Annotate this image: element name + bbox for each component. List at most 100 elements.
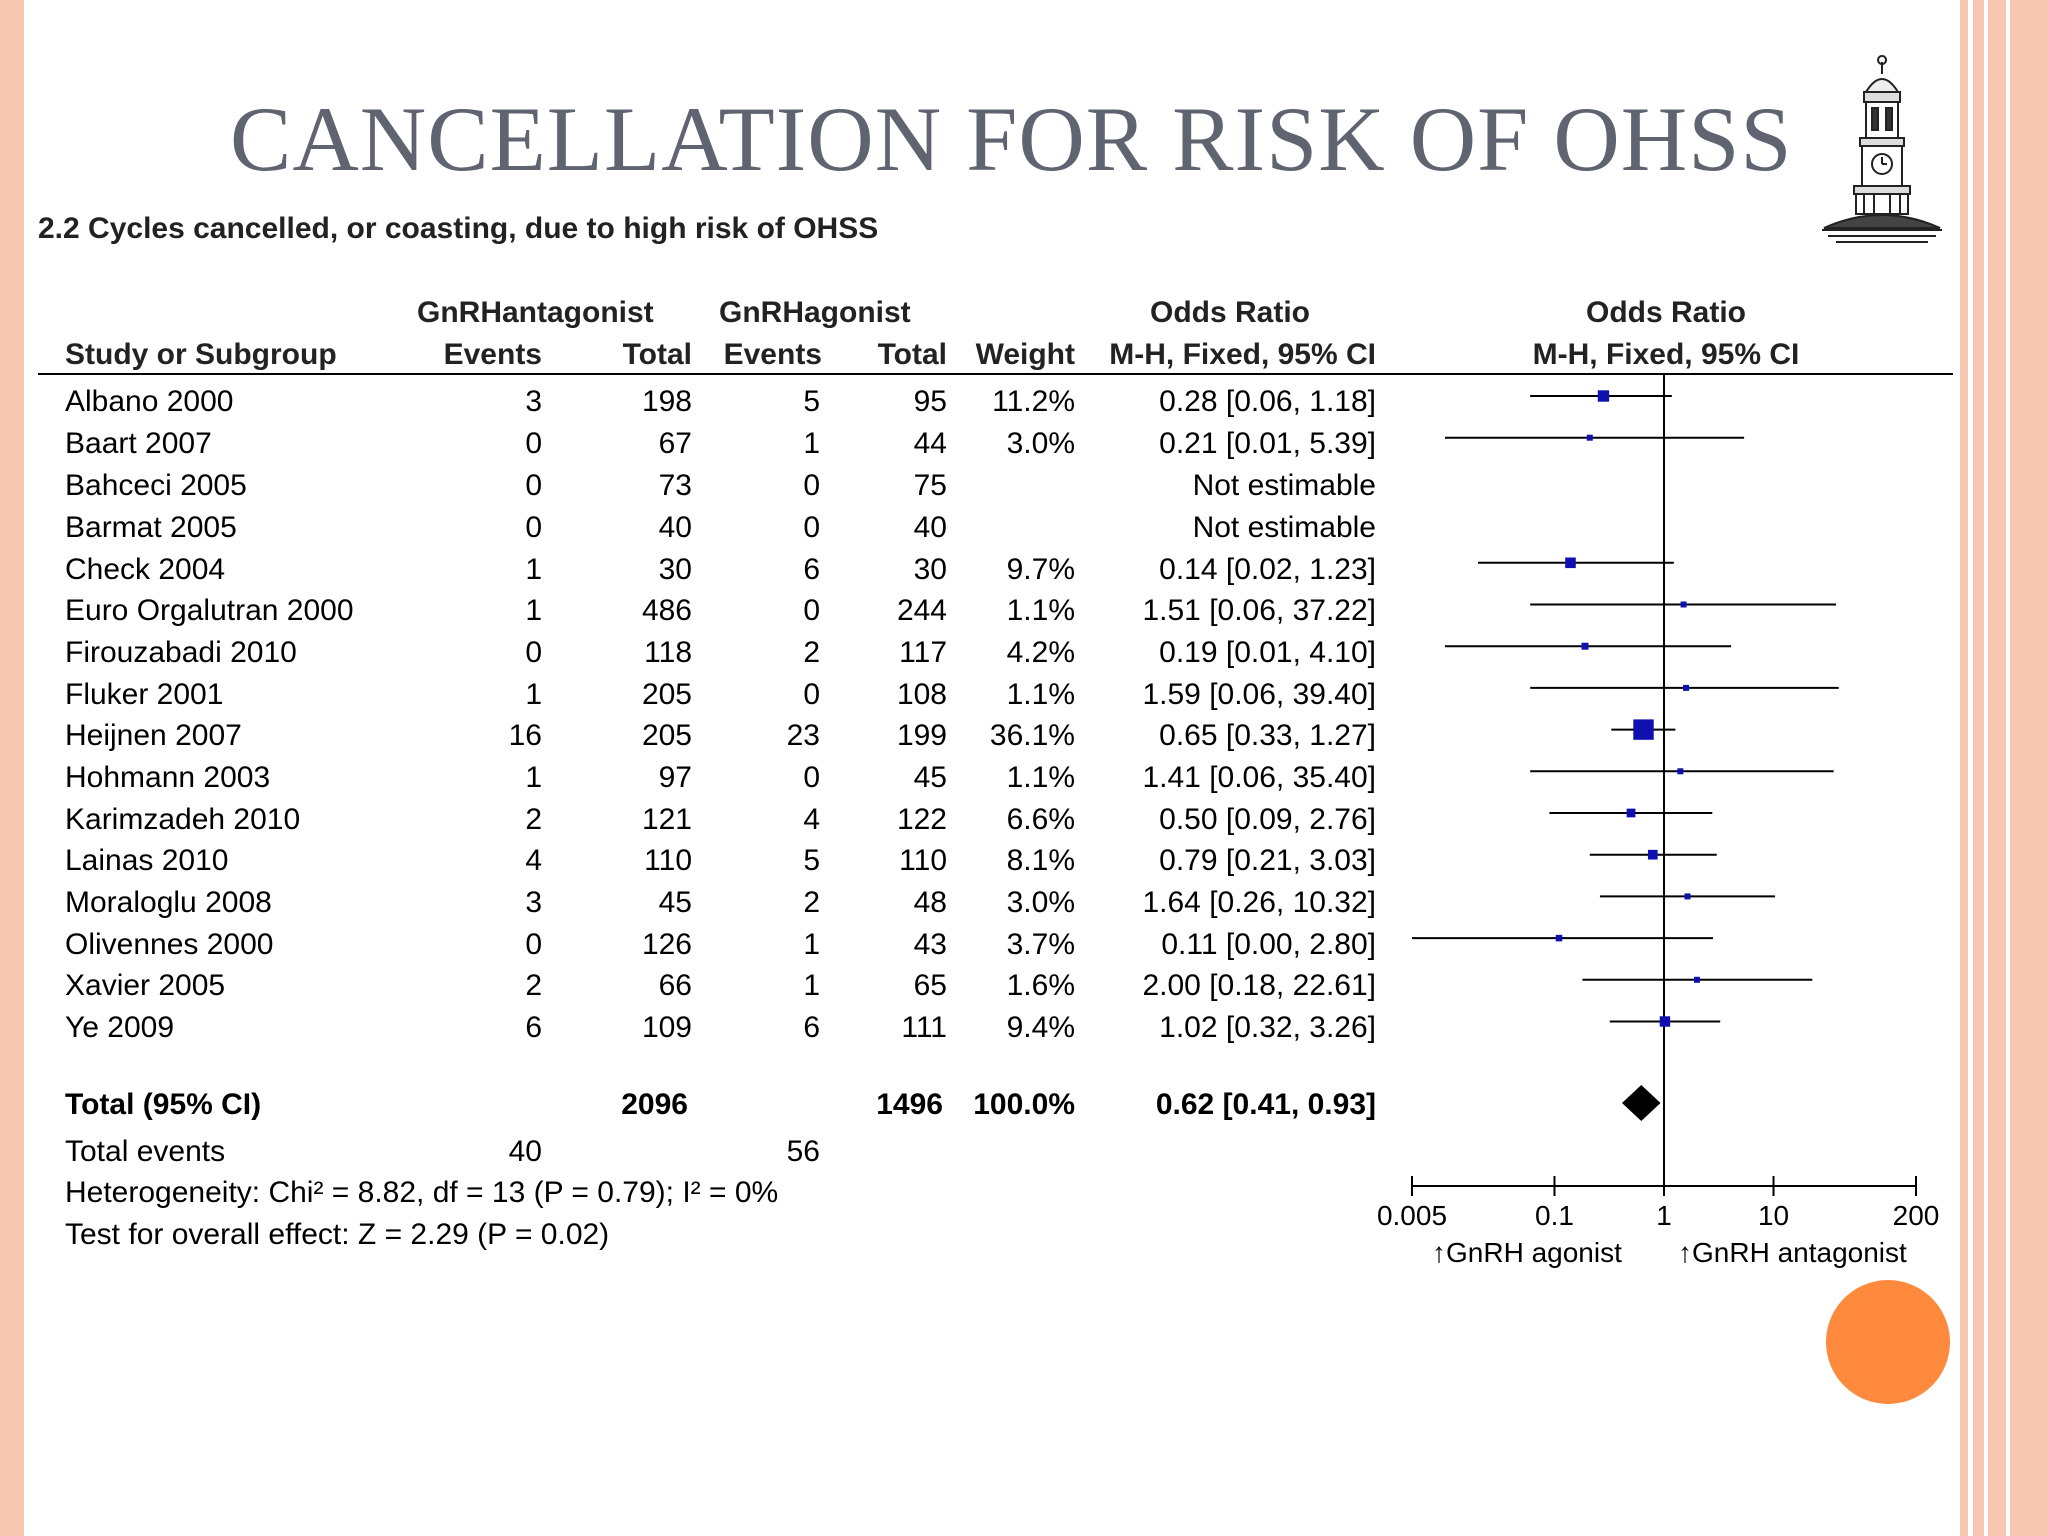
- row-events-agonist: 0: [803, 469, 820, 502]
- row-weight: 6.6%: [1006, 803, 1075, 836]
- row-total-agonist: 111: [901, 1011, 947, 1044]
- header-plot-method: M-H, Fixed, 95% CI: [1532, 338, 1800, 371]
- row-events-agonist: 1: [803, 427, 820, 460]
- row-odds-ratio: 0.50 [0.09, 2.76]: [1159, 803, 1376, 836]
- row-events-agonist: 0: [803, 678, 820, 711]
- decorative-dot: [1826, 1280, 1950, 1404]
- row-total-agonist: 43: [913, 928, 947, 961]
- row-weight: 1.6%: [1006, 969, 1075, 1002]
- clock-tower-icon: [1822, 55, 1942, 243]
- row-study: Albano 2000: [65, 385, 234, 418]
- row-events-agonist: 6: [803, 1011, 820, 1044]
- row-odds-ratio: 1.51 [0.06, 37.22]: [1142, 594, 1376, 627]
- total-agonist: 1496: [876, 1088, 943, 1121]
- row-total-agonist: 95: [913, 385, 947, 418]
- header-weight: Weight: [975, 338, 1075, 371]
- row-events-antagonist: 3: [525, 385, 542, 418]
- header-group-agonist: GnRHagonist: [719, 296, 911, 329]
- favours-agonist-label: ↑GnRH agonist: [1432, 1237, 1622, 1268]
- row-odds-ratio: Not estimable: [1192, 511, 1376, 544]
- study-marker: [1633, 719, 1654, 740]
- row-study: Hohmann 2003: [65, 761, 271, 794]
- total-events-label: Total events: [65, 1135, 226, 1168]
- row-events-agonist: 5: [803, 385, 820, 418]
- header-group-antagonist: GnRHantagonist: [417, 296, 654, 329]
- row-total-antagonist: 73: [658, 469, 692, 502]
- total-antagonist: 2096: [621, 1088, 688, 1121]
- row-study: Barmat 2005: [65, 511, 237, 544]
- row-weight: 11.2%: [992, 385, 1075, 418]
- row-total-agonist: 45: [913, 761, 947, 794]
- row-weight: 9.4%: [1006, 1011, 1075, 1044]
- study-marker: [1581, 642, 1589, 650]
- row-total-antagonist: 66: [658, 969, 692, 1002]
- row-events-antagonist: 0: [525, 427, 542, 460]
- row-events-antagonist: 2: [525, 803, 542, 836]
- study-marker: [1684, 893, 1691, 900]
- heterogeneity-text: Heterogeneity: Chi² = 8.82, df = 13 (P =…: [65, 1176, 779, 1209]
- overall-effect-text: Test for overall effect: Z = 2.29 (P = 0…: [65, 1218, 610, 1251]
- right-accent-line: [2006, 0, 2010, 1536]
- row-study: Karimzadeh 2010: [65, 803, 301, 836]
- row-study: Fluker 2001: [65, 678, 224, 711]
- row-events-antagonist: 1: [525, 761, 542, 794]
- row-study: Euro Orgalutran 2000: [65, 594, 354, 627]
- row-total-antagonist: 198: [641, 385, 692, 418]
- row-total-agonist: 110: [899, 844, 947, 877]
- row-total-antagonist: 97: [658, 761, 692, 794]
- study-marker: [1680, 601, 1687, 608]
- row-total-antagonist: 67: [658, 427, 692, 460]
- header-odds-ratio: Odds Ratio: [1149, 296, 1310, 329]
- row-total-agonist: 65: [913, 969, 947, 1002]
- row-weight: 36.1%: [989, 719, 1075, 752]
- row-total-antagonist: 121: [641, 803, 692, 836]
- x-tick-label: 10: [1758, 1200, 1789, 1231]
- row-weight: 8.1%: [1006, 844, 1075, 877]
- row-total-agonist: 117: [899, 636, 947, 669]
- header-events-antagonist: Events: [443, 338, 542, 371]
- row-events-antagonist: 6: [525, 1011, 542, 1044]
- row-weight: 1.1%: [1006, 761, 1075, 794]
- row-odds-ratio: 0.28 [0.06, 1.18]: [1159, 385, 1376, 418]
- row-study: Firouzabadi 2010: [65, 636, 297, 669]
- slide-title: CANCELLATION FOR RISK OF OHSS: [230, 88, 1793, 190]
- row-events-agonist: 2: [803, 636, 820, 669]
- row-events-antagonist: 2: [525, 969, 542, 1002]
- row-total-agonist: 199: [896, 719, 947, 752]
- study-marker: [1597, 390, 1610, 402]
- total-odds-ratio: 0.62 [0.41, 0.93]: [1155, 1088, 1376, 1121]
- row-total-agonist: 244: [896, 594, 947, 627]
- study-marker: [1677, 768, 1684, 775]
- row-odds-ratio: 0.19 [0.01, 4.10]: [1159, 636, 1376, 669]
- row-events-antagonist: 1: [525, 678, 542, 711]
- row-total-agonist: 40: [913, 511, 947, 544]
- row-events-agonist: 6: [803, 553, 820, 586]
- row-events-agonist: 1: [803, 969, 820, 1002]
- total-events-agonist: 56: [786, 1135, 820, 1168]
- row-total-antagonist: 205: [641, 719, 692, 752]
- row-study: Check 2004: [65, 553, 226, 586]
- row-events-antagonist: 1: [525, 594, 542, 627]
- row-events-agonist: 23: [786, 719, 820, 752]
- row-events-agonist: 0: [803, 511, 820, 544]
- row-total-antagonist: 486: [641, 594, 692, 627]
- row-odds-ratio: 0.65 [0.33, 1.27]: [1159, 719, 1376, 752]
- right-accent-line: [1984, 0, 1988, 1536]
- row-study: Ye 2009: [65, 1011, 175, 1044]
- row-events-agonist: 4: [803, 803, 820, 836]
- row-events-antagonist: 1: [525, 553, 542, 586]
- row-total-antagonist: 126: [641, 928, 692, 961]
- row-events-antagonist: 3: [525, 886, 542, 919]
- row-odds-ratio: 1.02 [0.32, 3.26]: [1159, 1011, 1376, 1044]
- pooled-diamond: [1621, 1085, 1661, 1121]
- header-study: Study or Subgroup: [65, 338, 337, 371]
- header-total-antagonist: Total: [622, 338, 692, 371]
- row-events-antagonist: 0: [525, 511, 542, 544]
- row-total-agonist: 75: [913, 469, 947, 502]
- header-total-agonist: Total: [877, 338, 947, 371]
- study-marker: [1555, 934, 1563, 942]
- header-plot-odds-ratio: Odds Ratio: [1585, 296, 1746, 329]
- row-events-agonist: 1: [803, 928, 820, 961]
- row-study: Lainas 2010: [65, 844, 229, 877]
- row-study: Xavier 2005: [65, 969, 226, 1002]
